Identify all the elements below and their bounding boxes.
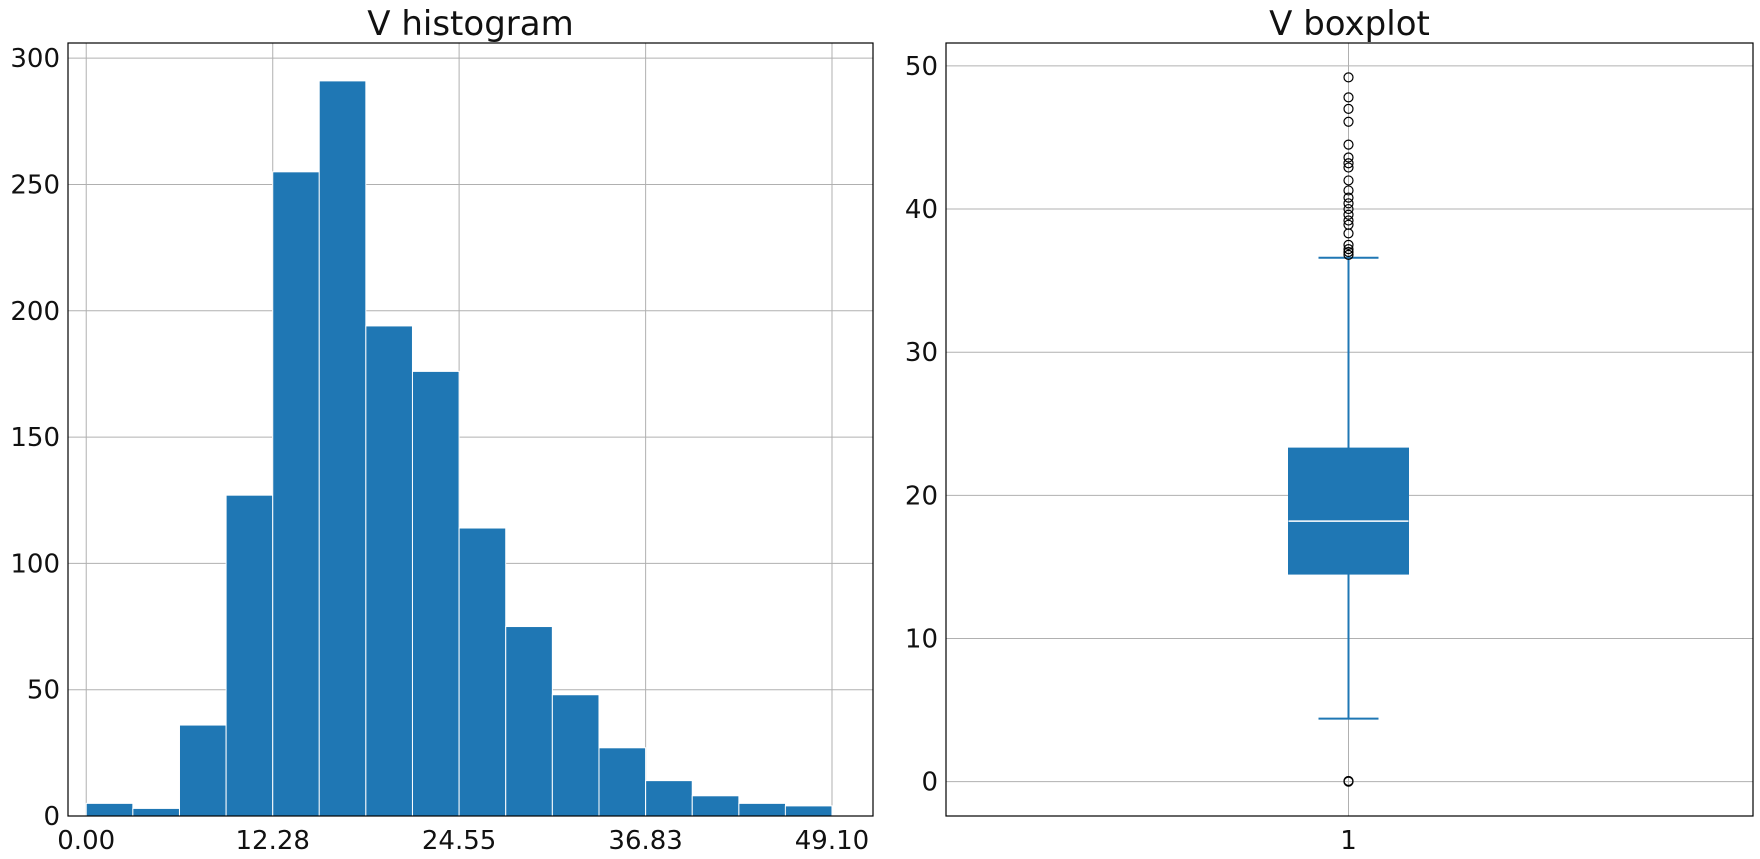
histogram-bar	[225, 494, 274, 817]
boxplot-x-tick-label: 1	[1340, 826, 1357, 856]
boxplot-outlier-point	[1343, 158, 1354, 169]
boxplot-panel: 1 0 10 20 30 40 50 V boxplot	[905, 4, 1754, 856]
boxplot-y-tick-label: 50	[905, 52, 938, 82]
histogram-y-tick-label: 100	[10, 549, 60, 579]
boxplot-outlier-point	[1343, 103, 1354, 114]
histogram-title: V histogram	[367, 4, 573, 44]
histogram-y-tick-label: 300	[10, 44, 60, 74]
boxplot-outlier-point	[1343, 139, 1354, 150]
histogram-x-tick-label: 0.00	[57, 826, 115, 856]
histogram-bar	[318, 80, 367, 817]
histogram-y-tick-label: 250	[10, 170, 60, 200]
boxplot-box	[1288, 447, 1409, 575]
histogram-bar	[458, 527, 507, 817]
histogram-bar	[738, 802, 786, 817]
boxplot-outlier-point	[1343, 175, 1354, 186]
histogram-bar	[551, 694, 600, 817]
histogram-bar	[272, 171, 320, 817]
boxplot-outlier-point	[1343, 215, 1354, 226]
histogram-bar	[598, 747, 647, 817]
boxplot-outlier-point	[1343, 162, 1354, 173]
boxplot-y-tick-label: 0	[921, 768, 938, 798]
histogram-y-ticks: 0 50 100 150 200 250 300	[10, 44, 60, 832]
boxplot-outliers	[1343, 72, 1354, 787]
boxplot-y-tick-label: 20	[905, 481, 938, 511]
histogram-bar	[645, 780, 693, 817]
boxplot-outlier-point	[1343, 246, 1354, 258]
histogram-frame	[67, 42, 874, 817]
boxplot-frame	[945, 42, 1754, 817]
boxplot-outlier-point	[1343, 244, 1354, 255]
histogram-x-ticks: 0.00 12.28 24.55 36.83 49.10	[57, 826, 869, 856]
histogram-x-tick-label: 12.28	[236, 826, 310, 856]
boxplot-body	[1288, 256, 1409, 720]
boxplot-outlier-point	[1343, 92, 1354, 103]
boxplot-outlier-point	[1343, 249, 1354, 260]
boxplot-outlier-point	[1343, 209, 1354, 220]
boxplot-y-ticks: 0 10 20 30 40 50	[905, 52, 938, 798]
boxplot-y-tick-label: 40	[905, 195, 938, 225]
histogram-x-tick-label: 49.10	[795, 826, 869, 856]
histogram-y-tick-label: 150	[10, 423, 60, 453]
histogram-panel: 0.00 12.28 24.55 36.83 49.10 0 50 100 150 200 250…	[10, 4, 874, 856]
histogram-bar	[132, 807, 180, 817]
histogram-x-tick-label: 36.83	[608, 826, 682, 856]
boxplot-title: V boxplot	[1269, 4, 1430, 44]
boxplot-outlier-point	[1343, 185, 1354, 196]
histogram-x-tick-label: 24.55	[422, 826, 496, 856]
histogram-bar	[784, 805, 833, 817]
boxplot-outlier-point	[1343, 239, 1354, 250]
boxplot-outlier-point	[1343, 203, 1354, 215]
boxplot-outlier-point	[1343, 116, 1354, 127]
histogram-bar	[411, 370, 460, 817]
boxplot-outlier-point	[1343, 72, 1354, 83]
histogram-bar	[178, 724, 227, 817]
histogram-y-tick-label: 0	[43, 802, 60, 832]
boxplot-outlier-point	[1343, 152, 1354, 163]
boxplot-outlier-point	[1343, 192, 1354, 203]
boxplot-x-ticks: 1	[1340, 826, 1357, 856]
histogram-y-tick-label: 200	[10, 297, 60, 327]
histogram-y-tick-label: 50	[27, 676, 60, 706]
boxplot-outlier-point	[1343, 219, 1354, 230]
histogram-bars	[85, 80, 833, 817]
boxplot-outlier-point	[1343, 775, 1354, 787]
boxplot-y-tick-label: 10	[905, 624, 938, 654]
histogram-bar	[85, 802, 134, 817]
histogram-bar	[691, 795, 740, 817]
histogram-bar	[505, 626, 553, 817]
histogram-bar	[365, 325, 413, 817]
boxplot-y-tick-label: 30	[905, 338, 938, 368]
boxplot-outlier-point	[1343, 198, 1354, 209]
